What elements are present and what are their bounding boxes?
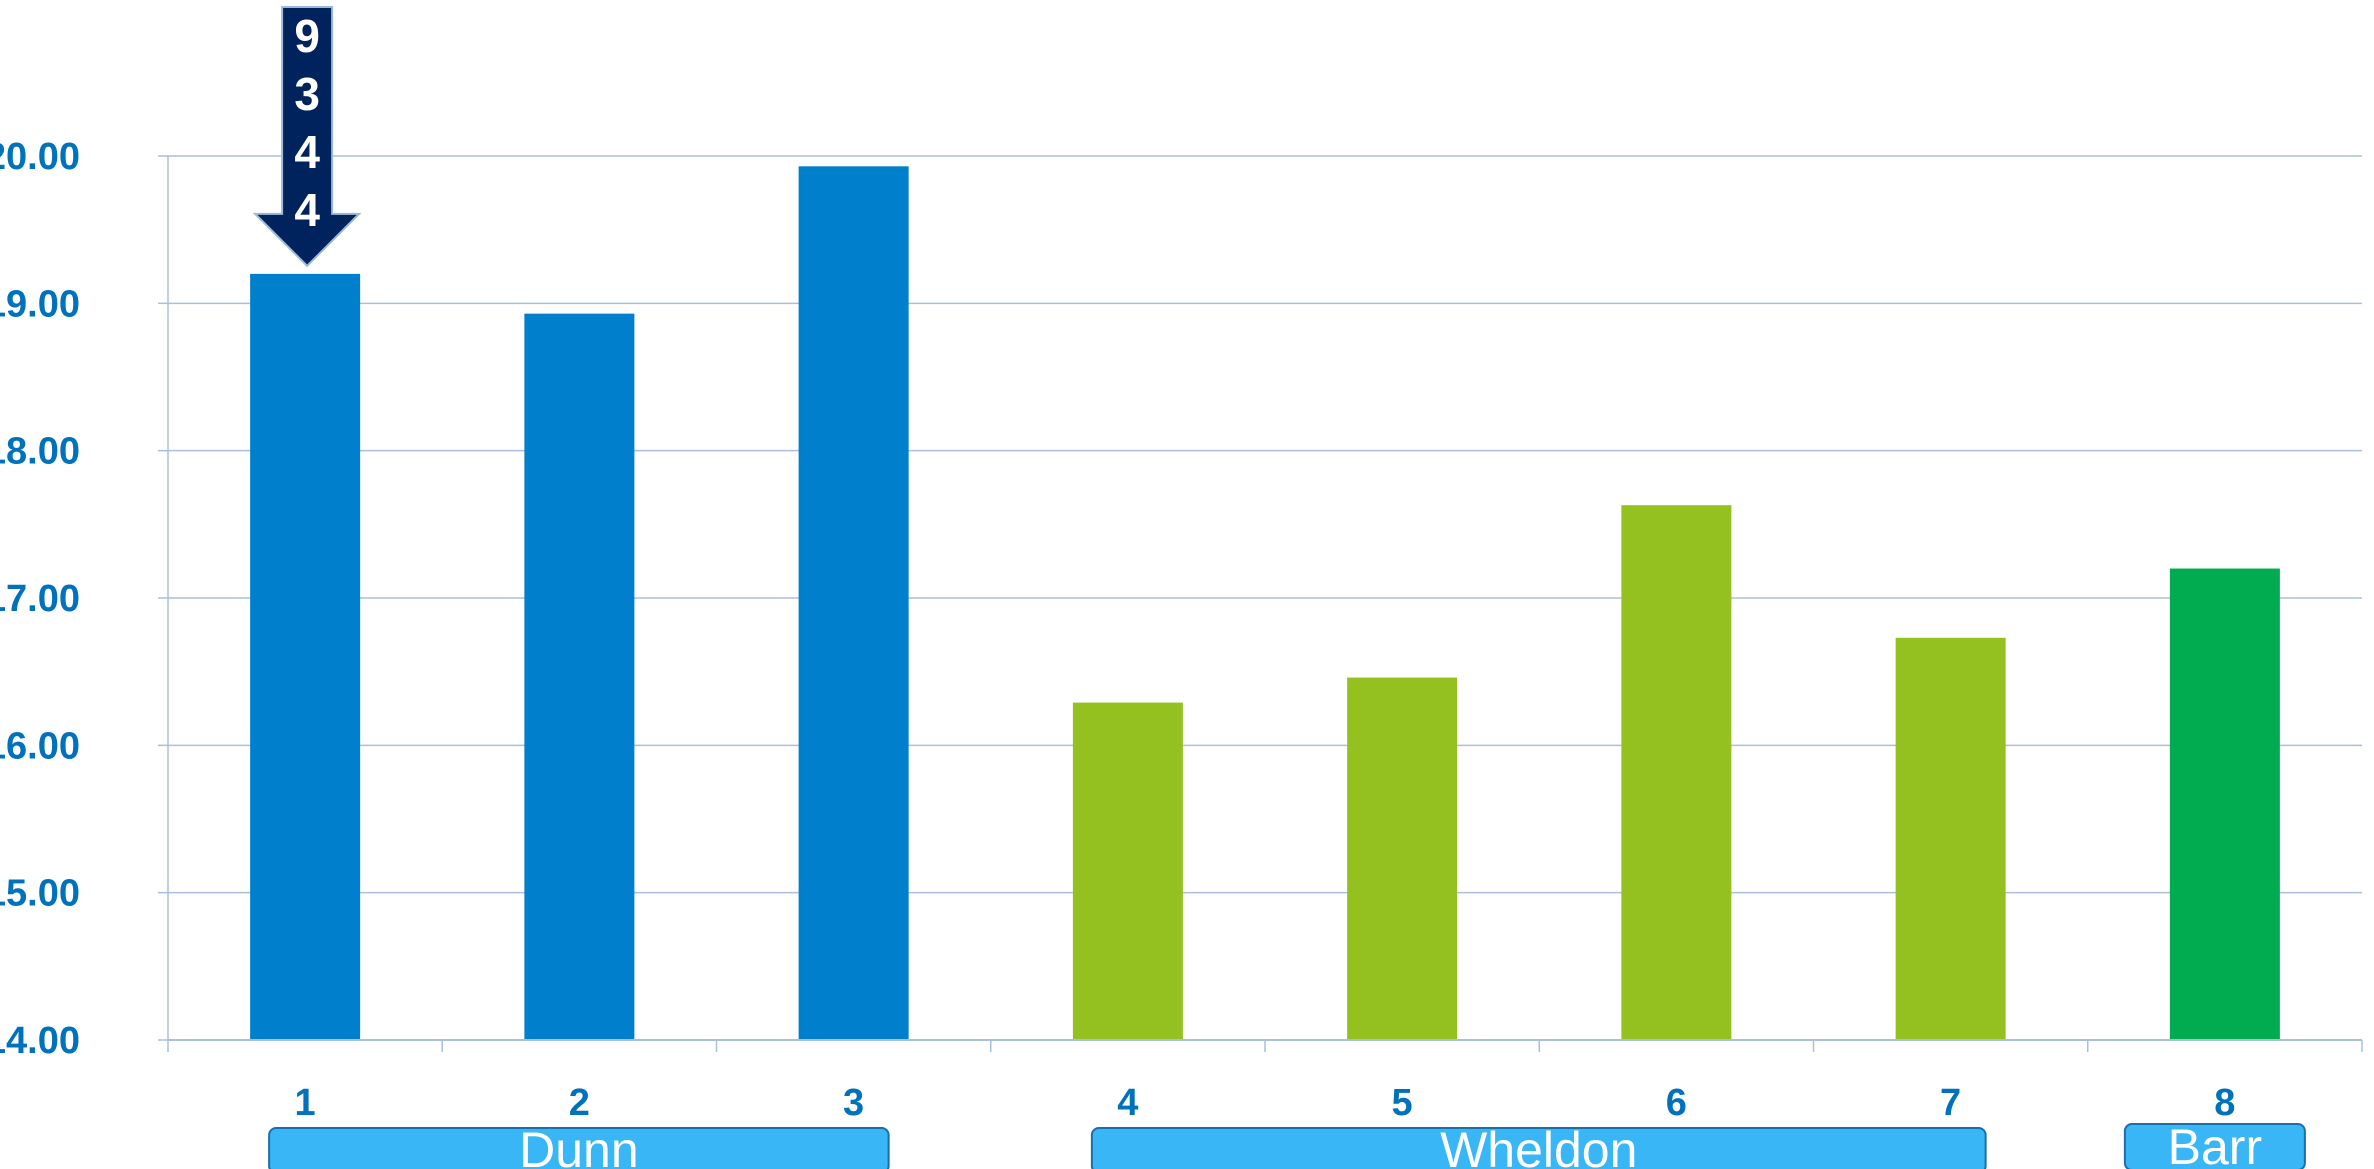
bar-4 [1072,702,1183,1040]
bar-1 [250,273,361,1040]
y-tick-label: 18.00 [0,431,80,473]
x-tick-label: 4 [1117,1082,1138,1124]
x-tick-label: 6 [1666,1082,1687,1124]
arrow-annotation: 9 3 4 4 [252,6,362,268]
y-tick-label: 19.00 [0,283,80,325]
x-tick-label: 1 [295,1082,316,1124]
y-tick-label: 17.00 [0,578,80,620]
bar-5 [1347,677,1458,1040]
bar-3 [798,166,909,1040]
y-tick-label: 16.00 [0,725,80,767]
bar-7 [1895,637,2006,1040]
arrow-annotation-text: 4 [294,184,320,236]
x-tick-label: 3 [843,1082,864,1124]
group-label-wheldon: Wheldon [1440,1122,1637,1169]
arrow-annotation-text: 4 [294,126,320,178]
arrow-annotation-text: 9 [294,10,320,62]
bar-6 [1621,505,1732,1040]
x-tick-label: 2 [569,1082,590,1124]
x-tick-label: 7 [1940,1082,1961,1124]
down-arrow-icon [252,6,362,268]
y-tick-labels: 14.00 15.00 16.00 17.00 18.00 19.00 20.00 [0,136,80,1062]
bar-2 [524,313,635,1040]
y-tick-label: 15.00 [0,873,80,915]
x-tick-label: 5 [1392,1082,1413,1124]
axes [158,155,2363,1052]
category-groups: Dunn Wheldon Barr [268,1119,2306,1169]
bar-8 [2169,568,2280,1040]
group-box-barr [2123,1123,2306,1169]
group-label-barr: Barr [2168,1119,2262,1169]
y-tick-label: 20.00 [0,136,80,178]
group-label-dunn: Dunn [519,1122,639,1169]
bars [250,166,2280,1040]
gridlines [168,155,2362,894]
y-tick-label: 14.00 [0,1020,80,1062]
arrow-annotation-text: 3 [294,68,320,120]
x-tick-labels: 1 2 3 4 5 6 7 8 [295,1082,2236,1124]
group-box-dunn [268,1127,890,1169]
group-box-wheldon [1090,1127,1987,1169]
x-tick-label: 8 [2214,1082,2235,1124]
